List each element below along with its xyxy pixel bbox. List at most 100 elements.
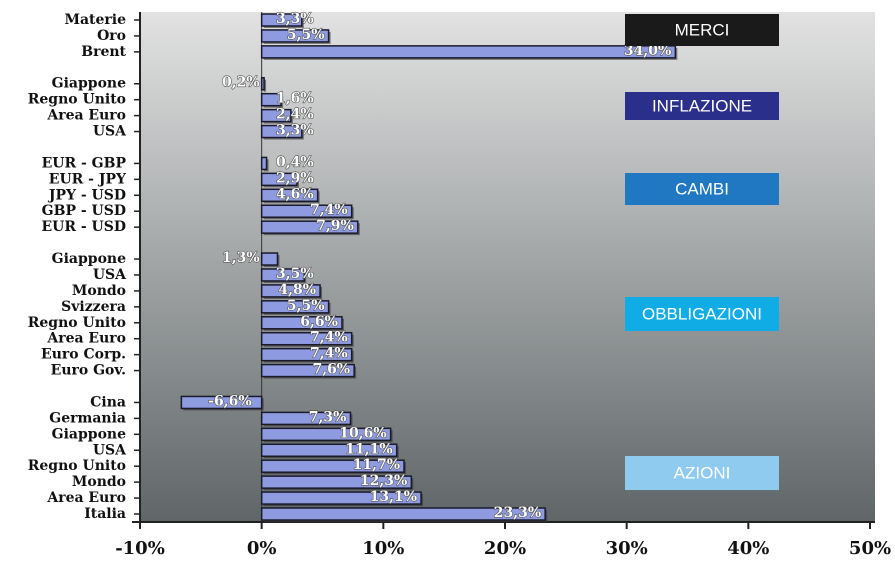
bar [260,347,353,362]
bar-shadow [263,79,267,92]
category-label: Euro Corp. [41,347,126,363]
bar [260,475,413,489]
value-label: 2,9% [276,170,314,186]
bar [260,45,677,59]
bar [260,507,546,521]
bar [260,268,305,282]
bar [260,459,405,473]
value-label: 7,6% [312,362,350,378]
category-label: Oro [97,28,126,44]
category-label: Materie [64,12,126,28]
bar [260,491,422,505]
category-label: Cina [90,394,126,410]
x-tick-label: 40% [727,538,769,559]
value-label: 13,1% [370,489,417,505]
value-label: 7,4% [310,202,348,218]
value-label: 3,3% [276,123,314,139]
bar [260,252,279,266]
category-label: Regno Unito [28,92,126,108]
bar [260,427,392,442]
value-label: 11,1% [345,441,392,457]
value-label: 3,5% [276,266,314,282]
category-label: Giappone [52,426,126,442]
group-label: OBBLIGAZIONI [642,304,762,323]
category-label: Giappone [52,76,126,92]
bar [260,443,398,458]
value-label: 6,6% [300,314,338,330]
bar [260,156,268,171]
category-label: EUR - GBP [42,155,127,171]
category-label: JPY - USD [47,187,126,203]
bar [260,92,282,107]
value-label: 7,4% [310,330,348,346]
group-label: INFLAZIONE [652,96,752,115]
bar [260,300,330,314]
value-label: 5,5% [287,298,325,314]
bar [260,108,292,123]
category-label: Regno Unito [28,458,126,474]
value-label: 1,3% [222,250,260,266]
bar [260,124,303,139]
value-label: -6,6% [208,393,251,409]
bar [260,331,353,346]
group-box [625,297,779,331]
x-tick-label: 50% [849,538,891,559]
category-label: GBP - USD [42,203,126,219]
x-tick-label: -10% [115,538,165,559]
x-tick-label: 10% [362,538,404,559]
category-label: Regno Unito [28,315,126,331]
bar [260,411,352,426]
category-label: Brent [81,44,126,60]
category-label: Area Euro [46,108,126,124]
x-tick-label: 30% [606,538,648,559]
value-label: 11,7% [353,457,400,473]
category-label: USA [93,267,127,283]
bar [260,13,303,27]
category-label: Germania [49,410,126,426]
category-label: Mondo [72,474,126,490]
bar [260,363,355,378]
group-box [625,456,779,490]
value-label: 4,8% [278,282,316,298]
group-label: MERCI [675,20,730,39]
bar [260,29,330,43]
group-box [625,14,779,46]
category-label: Svizzera [61,299,126,315]
value-label: 2,4% [276,107,314,123]
category-label: Euro Gov. [51,363,126,379]
bar [260,172,298,187]
category-label: EUR - JPY [49,171,127,187]
bar [260,316,343,330]
value-label: 7,4% [310,346,348,362]
group-box [625,173,779,205]
category-label: USA [93,124,127,140]
bar [260,204,353,218]
bar [260,76,265,91]
value-label: 12,3% [360,473,407,489]
x-tick-label: 20% [484,538,526,559]
category-label: Area Euro [46,490,126,506]
value-label: 7,3% [309,409,347,425]
value-label: 0,2% [222,75,260,91]
category-label: Area Euro [46,331,126,347]
value-label: 34,0% [624,43,671,59]
value-label: 7,9% [316,218,354,234]
value-label: 3,3% [276,11,314,27]
value-label: 10,6% [339,425,386,441]
group-label: CAMBI [675,179,729,198]
value-label: 5,5% [287,27,325,43]
category-label: EUR - USD [41,219,126,235]
bar [260,220,359,234]
category-label: Italia [84,506,126,522]
bar [180,395,263,410]
group-label: AZIONI [674,463,731,482]
value-label: 1,6% [276,91,314,107]
category-label: Mondo [72,283,126,299]
value-label: 4,6% [276,186,314,202]
group-box [625,92,779,120]
bar [260,284,321,298]
x-tick-label: 0% [247,538,277,559]
value-label: 0,4% [276,154,314,170]
category-label: Giappone [52,251,126,267]
